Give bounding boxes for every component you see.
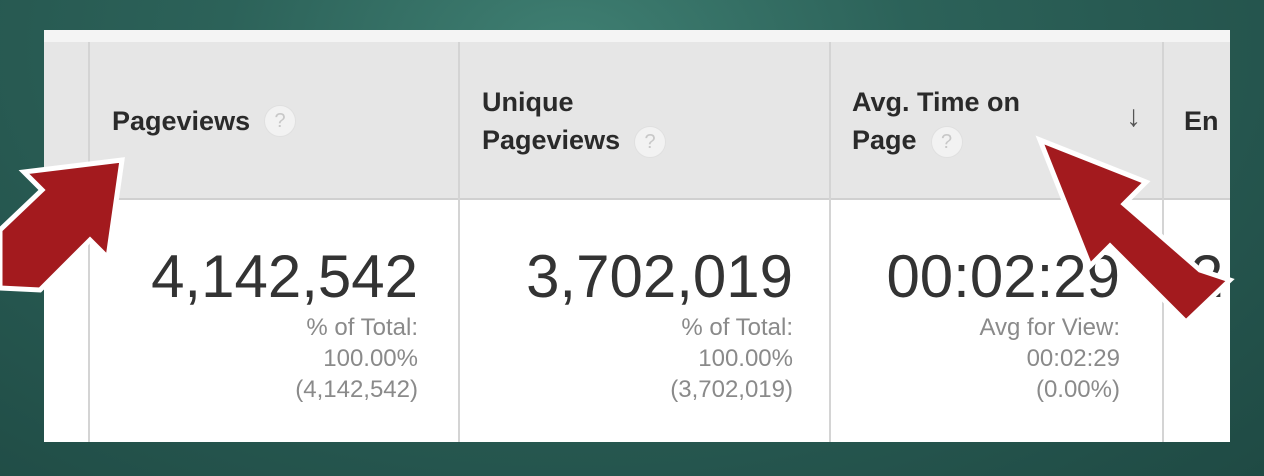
unique-pageviews-pct: 100.00%	[698, 345, 793, 372]
unique-pageviews-total: 3,702,019	[526, 243, 793, 310]
column-divider	[458, 42, 460, 442]
avg-time-pct: (0.00%)	[1035, 376, 1120, 403]
header-entrances-cutoff[interactable]: En	[1184, 42, 1230, 200]
red-arrow-avg-time-icon	[1035, 135, 1235, 326]
header-unique-pageviews[interactable]: Unique Pageviews?	[482, 42, 822, 200]
header-avg-time-on-page[interactable]: Avg. Time on Page?	[852, 42, 1152, 200]
avg-time-total: 00:02:29	[886, 243, 1120, 310]
avg-time-view: 00:02:29	[1026, 345, 1120, 372]
avg-time-label: Avg for View:	[979, 314, 1120, 341]
help-icon[interactable]: ?	[930, 125, 963, 158]
header-pageviews-label: Pageviews	[112, 106, 251, 136]
avg-time-value-cell: 00:02:29 Avg for View: 00:02:29 (0.00%)	[831, 202, 1162, 442]
table-header-row	[44, 30, 1230, 200]
header-avg-time-line1: Avg. Time on	[852, 87, 1021, 117]
unique-pageviews-pct-label: % of Total:	[681, 314, 793, 341]
red-arrow-pageviews-icon	[0, 157, 125, 293]
help-icon[interactable]: ?	[264, 105, 297, 137]
pageviews-pct-label: % of Total:	[306, 314, 418, 341]
unique-pageviews-value-cell: 3,702,019 % of Total: 100.00% (3,702,019…	[460, 202, 829, 442]
pageviews-total: 4,142,542	[151, 243, 418, 310]
pageviews-pct-count: (4,142,542)	[295, 376, 418, 403]
header-unique-pageviews-line1: Unique	[482, 87, 574, 117]
header-unique-pageviews-line2: Pageviews	[482, 125, 621, 155]
pageviews-value-cell: 4,142,542 % of Total: 100.00% (4,142,542…	[90, 202, 458, 442]
pageviews-pct: 100.00%	[323, 345, 418, 372]
unique-pageviews-pct-count: (3,702,019)	[670, 376, 793, 403]
help-icon[interactable]: ?	[634, 125, 667, 158]
column-divider	[829, 42, 831, 442]
header-pageviews[interactable]: Pageviews ?	[112, 42, 452, 200]
header-avg-time-line2: Page	[852, 125, 917, 155]
header-cutoff-label: En	[1184, 106, 1219, 136]
sort-descending-icon[interactable]: ↓	[1126, 100, 1141, 133]
analytics-table: Pageviews ? Unique Pageviews? Avg. Time …	[44, 30, 1230, 442]
